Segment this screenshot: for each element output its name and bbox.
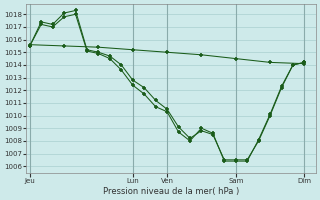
X-axis label: Pression niveau de la mer( hPa ): Pression niveau de la mer( hPa ) xyxy=(103,187,239,196)
